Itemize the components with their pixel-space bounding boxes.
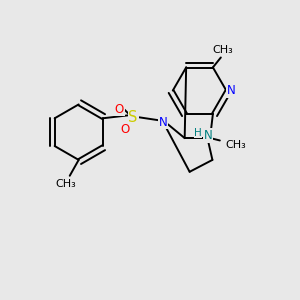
- Text: H: H: [194, 128, 202, 137]
- Text: S: S: [128, 110, 138, 125]
- Text: N: N: [204, 129, 212, 142]
- Text: CH₃: CH₃: [226, 140, 247, 150]
- Text: CH₃: CH₃: [212, 45, 233, 55]
- Text: O: O: [121, 123, 130, 136]
- Text: N: N: [158, 116, 167, 129]
- Text: O: O: [115, 103, 124, 116]
- Text: CH₃: CH₃: [56, 179, 76, 189]
- Text: N: N: [227, 84, 236, 97]
